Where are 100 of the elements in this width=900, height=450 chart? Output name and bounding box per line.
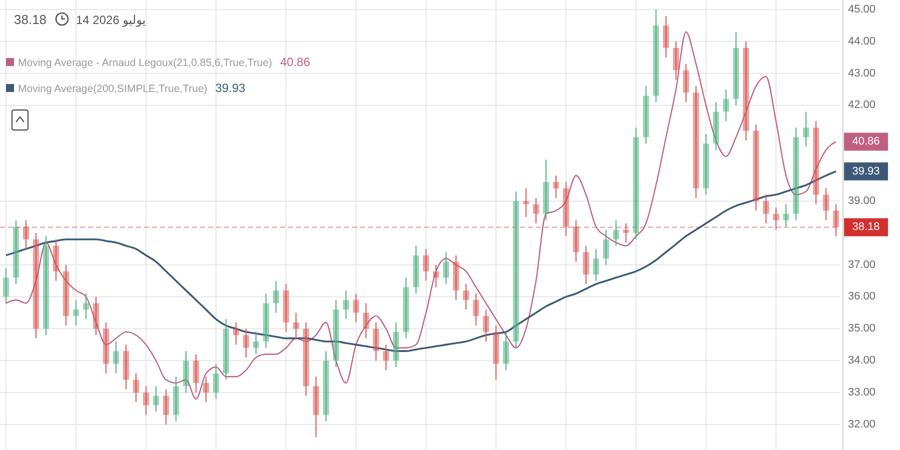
- candlestick: [43, 236, 49, 336]
- candlestick: [663, 15, 669, 58]
- candlestick: [343, 290, 349, 320]
- candlestick: [163, 388, 169, 425]
- candlestick: [183, 350, 189, 394]
- y-tick-label: 33.00: [848, 386, 876, 398]
- candlestick: [593, 248, 599, 282]
- candlestick: [683, 63, 689, 103]
- candlestick: [83, 293, 89, 320]
- candlestick: [173, 376, 179, 422]
- candlestick: [333, 300, 339, 368]
- candlestick: [473, 293, 479, 326]
- candlestick: [103, 322, 109, 374]
- candlestick: [153, 386, 159, 412]
- candlestick: [63, 264, 69, 326]
- candlestick: [813, 120, 819, 205]
- candlestick: [803, 111, 809, 148]
- candlestick: [233, 322, 239, 346]
- candlestick: [793, 127, 799, 221]
- candlestick: [533, 197, 539, 224]
- candlestick: [3, 268, 9, 304]
- candlestick: [243, 328, 249, 358]
- candlestick: [273, 280, 279, 314]
- candlestick: [403, 277, 409, 339]
- candlestick: [623, 222, 629, 244]
- candlestick: [293, 312, 299, 339]
- candlestick: [33, 232, 39, 339]
- candlestick: [283, 284, 289, 332]
- candlestick: [713, 102, 719, 150]
- data-label: 40.86: [852, 136, 880, 148]
- candlestick: [583, 245, 589, 285]
- candlestick: [483, 309, 489, 342]
- candlestick: [493, 325, 499, 380]
- candlestick: [643, 86, 649, 144]
- candlestick: [783, 204, 789, 228]
- candlestick: [733, 31, 739, 106]
- candlestick: [193, 354, 199, 394]
- candlestick: [753, 124, 759, 212]
- candlestick: [323, 350, 329, 422]
- candlestick: [263, 293, 269, 348]
- ref-line-label: 38.18: [852, 221, 880, 234]
- candlestick: [603, 229, 609, 266]
- candlestick: [213, 363, 219, 400]
- candlestick: [123, 344, 129, 390]
- y-tick-label: 35.00: [848, 322, 876, 335]
- candlestick: [633, 127, 639, 240]
- candlestick: [133, 372, 139, 403]
- candlestick: [113, 340, 119, 374]
- candlestick: [383, 344, 389, 371]
- y-tick-label: 34.00: [848, 354, 876, 367]
- candlestick: [723, 88, 729, 122]
- y-tick-label: 43.00: [848, 67, 876, 80]
- candlestick: [703, 134, 709, 196]
- candlestick: [653, 9, 659, 103]
- candlestick: [833, 204, 839, 237]
- y-tick-label: 42.00: [848, 99, 876, 112]
- line-series: [5, 170, 837, 352]
- text: 14 2026 يوليو: [76, 13, 146, 27]
- candlestick: [523, 188, 529, 218]
- text: 39.93: [215, 81, 246, 95]
- candlestick: [503, 331, 509, 371]
- candlestick: [303, 322, 309, 396]
- candlestick: [763, 194, 769, 224]
- candlestick: [563, 181, 569, 237]
- y-tick-label: 45.00: [848, 3, 876, 16]
- candlestick: [443, 252, 449, 285]
- line-series: [5, 31, 837, 400]
- candlestick: [93, 296, 99, 336]
- candlestick: [693, 86, 699, 198]
- candlestick: [673, 40, 679, 80]
- legend-label: Moving Average(200,SIMPLE,True,True): [18, 83, 208, 95]
- candlestick: [823, 188, 829, 221]
- candlestick: [223, 318, 229, 380]
- candlestick: [453, 254, 459, 300]
- candlestick: [573, 220, 579, 262]
- y-tick-label: 37.00: [848, 258, 876, 271]
- candlestick: [73, 300, 79, 326]
- candlestick: [23, 220, 29, 250]
- candlestick: [433, 264, 439, 288]
- candlestick: [393, 322, 399, 368]
- candlestick: [423, 248, 429, 282]
- candlestick: [743, 40, 749, 141]
- y-tick-label: 44.00: [848, 35, 876, 48]
- candlestick: [353, 293, 359, 323]
- candlestick: [373, 322, 379, 362]
- candlestick: [463, 284, 469, 310]
- candlestick: [513, 190, 519, 348]
- data-label: 39.93: [852, 165, 880, 178]
- y-tick-label: 39.00: [848, 194, 876, 207]
- candlestick: [413, 245, 419, 294]
- candlestick: [253, 331, 259, 355]
- candlestick: [543, 159, 549, 221]
- text: 40.86: [280, 55, 310, 69]
- legend-label: Moving Average - Arnaud Legoux(21,0.85,6,True,True): [18, 57, 272, 69]
- candlestick: [13, 220, 19, 285]
- candlestick: [203, 376, 209, 403]
- candlestick: [553, 175, 559, 198]
- text: 38.18: [14, 12, 47, 27]
- candlestick: [613, 220, 619, 246]
- candlestick: [313, 376, 319, 438]
